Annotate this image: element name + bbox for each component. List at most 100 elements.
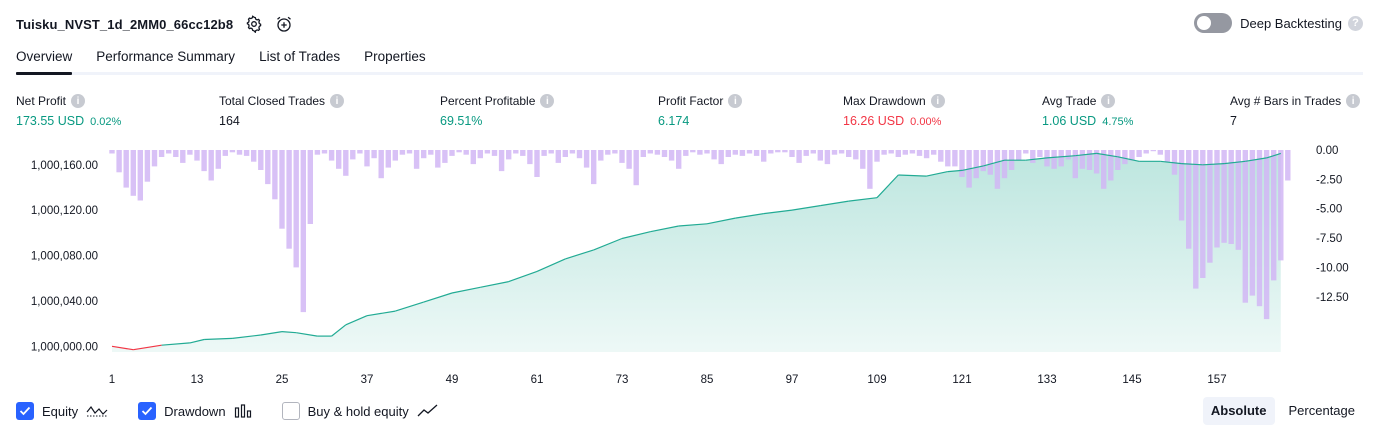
drawdown-bar [513,150,519,154]
drawdown-bar [520,150,526,156]
equity-segment [1224,160,1246,165]
drawdown-bar [555,150,561,163]
equity-segment [1025,157,1048,161]
equity-segment [1117,156,1140,162]
info-icon[interactable]: i [1346,94,1361,108]
info-icon[interactable]: i [728,94,743,108]
drawdown-checkbox[interactable] [138,402,157,420]
info-icon[interactable]: i [540,94,555,108]
equity-segment [621,231,651,240]
equity-segment [480,281,509,288]
drawdown-bar [109,150,115,154]
equity-segment [536,258,566,272]
drawdown-bar [697,150,703,155]
drawdown-bar [867,150,873,189]
display-mode-switch: Absolute Percentage [1197,397,1363,425]
equity-checkbox[interactable] [16,402,34,420]
x-tick-label: 109 [867,374,886,386]
metric-label: Percent Profitable [440,94,536,108]
equity-segment [1202,163,1225,166]
left-tick-label: 1,000,080.00 [31,251,98,263]
equity-segment [204,337,233,341]
equity-drawdown-chart[interactable]: 1,000,160.00 1,000,120.00 1,000,080.00 1,00… [0,140,1379,392]
metric-avg-trade: Avg Trade i 1.06 USD 4.75% [1042,92,1133,130]
legend-drawdown[interactable]: Drawdown [138,402,251,420]
info-icon[interactable]: i [71,94,86,108]
help-icon[interactable]: ? [1348,15,1363,31]
deep-backtesting-toggle[interactable] [1194,13,1233,33]
drawdown-bar [945,150,951,167]
mode-percentage[interactable]: Percentage [1288,403,1356,418]
drawdown-bar [824,150,831,165]
equity-segment [735,213,764,219]
left-tick-label: 1,000,000.00 [31,341,98,353]
left-tick-label: 1,000,040.00 [31,296,98,308]
drawdown-bar [1271,150,1277,281]
info-icon[interactable]: i [330,94,345,108]
drawdown-bar [1101,150,1107,189]
tab-performance-summary[interactable]: Performance Summary [96,49,236,64]
legend-buy-hold[interactable]: Buy & hold equity [281,402,439,420]
info-icon[interactable]: i [1101,94,1116,108]
drawdown-bar [123,150,129,188]
drawdown-bar [279,150,285,229]
right-tick-label: -5.00 [1316,204,1342,216]
drawdown-bar [1001,150,1008,179]
drawdown-bar [1023,150,1029,154]
drawdown-bar [704,150,710,154]
drawdown-bar [853,150,859,160]
drawdown-bar [534,150,540,177]
drawdown-bar [803,150,809,156]
drawdown-bar [151,150,158,167]
left-tick-label: 1,000,160.00 [31,160,98,172]
drawdown-bar [506,150,512,160]
tab-overview[interactable]: Overview [16,44,73,75]
legend-equity[interactable]: Equity [16,402,108,420]
drawdown-bar [612,150,618,154]
drawdown-bar [598,150,604,161]
drawdown-bar [491,150,498,156]
buy-hold-checkbox[interactable] [281,402,300,420]
drawdown-bar [1051,150,1057,169]
equity-segment [1046,155,1076,159]
equity-segment [1075,152,1097,157]
equity-area [112,153,1281,352]
right-tick-label: -7.50 [1316,233,1342,245]
x-tick-label: 49 [446,374,459,386]
gear-icon[interactable] [245,15,263,33]
equity-segment [848,197,878,202]
drawdown-bar [527,150,533,165]
drawdown-bar [541,150,547,156]
mode-absolute[interactable]: Absolute [1202,397,1275,425]
drawdown-bar [307,150,313,224]
drawdown-bar [647,150,653,154]
tab-properties[interactable]: Properties [364,49,426,64]
drawdown-bar [222,150,228,156]
info-icon[interactable]: i [930,94,945,108]
equity-segment [451,286,481,294]
drawdown-bar [775,150,781,153]
drawdown-bar [378,150,384,179]
toggle-knob [1197,16,1212,30]
drawdown-bar [583,150,590,168]
equity-segment [678,223,708,227]
equity-segment [926,171,948,177]
equity-segment [366,310,396,317]
strategy-name: Tuisku_NVST_1d_2MM0_66cc12b8 [16,16,234,32]
chart-legend: Equity Drawdown Buy & hold equity [16,400,469,422]
equity-segment [111,345,134,351]
drawdown-bar [371,150,377,159]
equity-segment [898,174,927,177]
drawdown-bar [173,150,179,157]
drawdown-bar [201,150,207,172]
drawdown-bar [923,150,930,159]
x-axis: 1 13 25 37 49 61 73 85 97 109 121 133 145 157 [109,374,1227,386]
equity-segment [1181,163,1203,166]
right-tick-label: 0.00 [1316,145,1338,157]
equity-segment [281,331,297,334]
alarm-clock-plus-icon[interactable] [275,15,293,33]
tab-list-of-trades[interactable]: List of Trades [259,49,341,64]
drawdown-bar [640,150,646,157]
equity-segment [296,332,318,337]
drawdown-bar [1228,150,1234,244]
